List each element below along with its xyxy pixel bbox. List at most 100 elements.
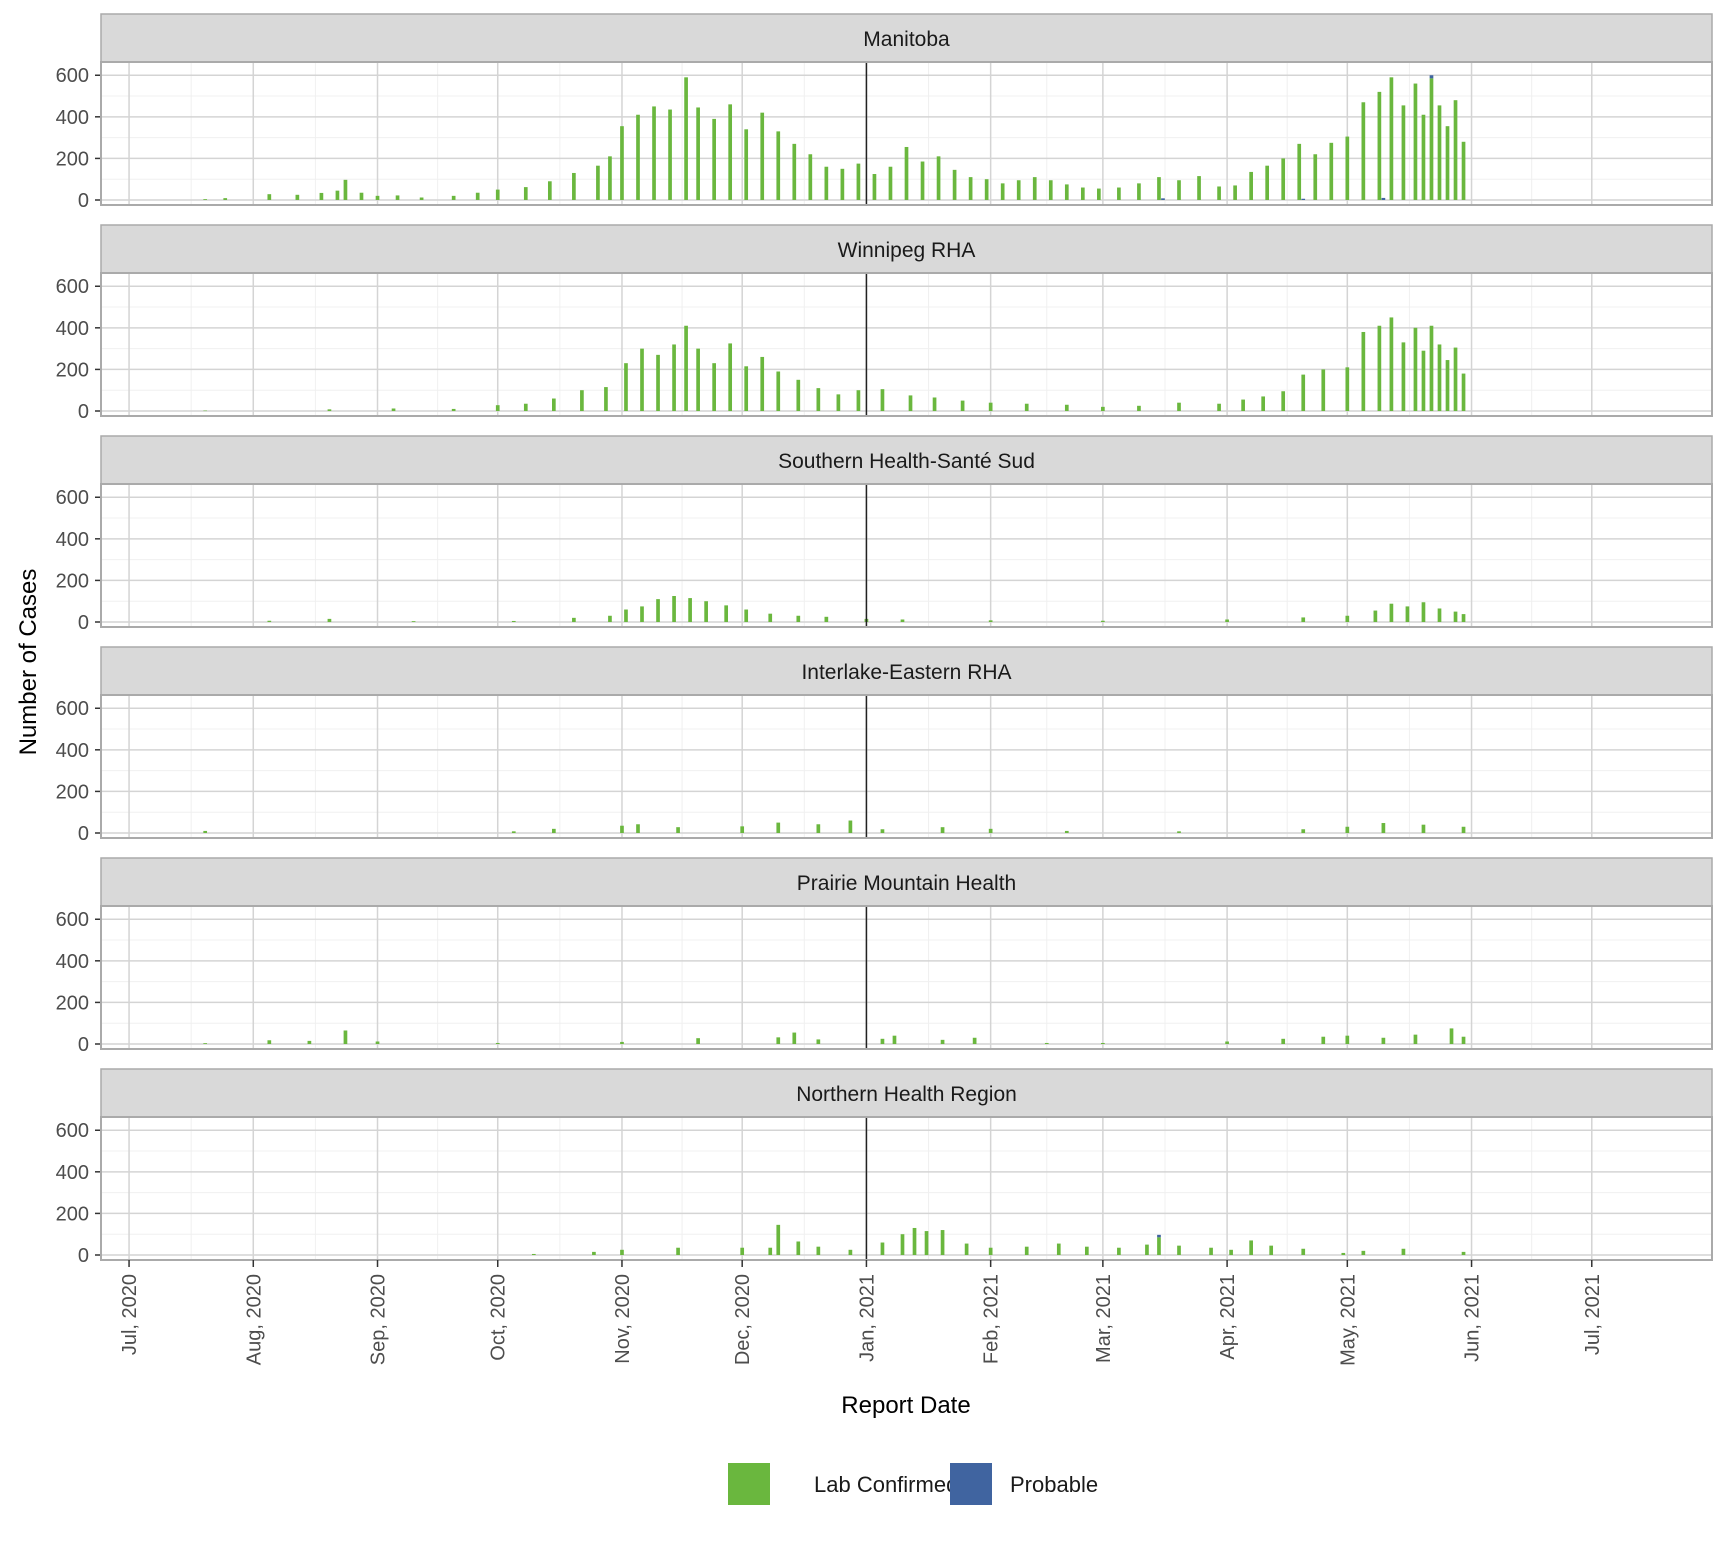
- x-tick-label: Jan, 2021: [856, 1274, 878, 1362]
- bar: [824, 616, 829, 622]
- bar: [712, 363, 716, 411]
- bar: [359, 192, 364, 200]
- bar: [203, 830, 208, 833]
- bar: [816, 388, 821, 411]
- bar: [1413, 1034, 1418, 1044]
- bar: [792, 1032, 797, 1044]
- bar: [1373, 610, 1378, 622]
- y-tick-label: 0: [78, 190, 89, 212]
- bar: [1321, 1036, 1326, 1044]
- bar: [776, 822, 781, 833]
- plot-border: [100, 905, 1713, 1050]
- facet-panel: Manitoba 0 200 400 600: [56, 13, 1713, 212]
- bar: [904, 146, 909, 200]
- bar: [620, 825, 624, 833]
- facet-panels: Manitoba 0 200 400 600 Winnipeg RHA 0 200 400 600…: [56, 13, 1713, 1267]
- bar: [816, 824, 821, 833]
- bar: [1197, 176, 1201, 200]
- y-tick-label: 400: [56, 318, 89, 340]
- bar: [1461, 141, 1466, 200]
- bar: [1281, 158, 1286, 200]
- bar: [880, 829, 885, 833]
- bar: [1225, 1041, 1229, 1044]
- bar: [267, 620, 272, 622]
- bar: [744, 129, 749, 200]
- bar: [1145, 1244, 1149, 1255]
- bar: [1301, 1248, 1306, 1255]
- bar: [640, 606, 644, 622]
- facet-strip: [100, 857, 1713, 907]
- bar: [668, 109, 672, 200]
- bar: [419, 197, 424, 200]
- facet-panel: Southern Health-Santé Sud 0 200 400 600: [56, 435, 1713, 634]
- plot-background: [101, 1117, 1712, 1260]
- bar: [676, 1247, 680, 1255]
- bar: [1461, 1251, 1466, 1255]
- bar: [1209, 1247, 1213, 1255]
- x-tick-label: Apr, 2021: [1217, 1274, 1239, 1360]
- y-tick-label: 600: [56, 698, 89, 720]
- bar: [375, 195, 380, 200]
- bar: [1377, 91, 1382, 200]
- bar: [1137, 405, 1141, 411]
- bar: [295, 194, 300, 200]
- bar: [1084, 1246, 1089, 1255]
- bar: [1265, 165, 1270, 200]
- bar: [704, 601, 708, 622]
- bar: [1281, 391, 1286, 411]
- bar: [776, 1224, 781, 1255]
- x-tick-label: Mar, 2021: [1093, 1274, 1115, 1363]
- bar: [1429, 78, 1434, 200]
- x-tick-label: Jun, 2021: [1462, 1274, 1484, 1362]
- bar: [1249, 171, 1253, 200]
- facet-panel: Northern Health Region 0 200 400 600: [56, 1068, 1713, 1267]
- x-tick-label: Jul, 2021: [1582, 1274, 1604, 1355]
- bar: [1177, 402, 1181, 411]
- bar: [1101, 1042, 1105, 1044]
- bar: [880, 1242, 885, 1255]
- facet-title: Southern Health-Santé Sud: [778, 450, 1035, 473]
- bar: [1345, 367, 1350, 411]
- bar: [792, 143, 797, 200]
- bar: [636, 824, 640, 833]
- bar: [1345, 615, 1350, 622]
- plot-border: [100, 694, 1713, 839]
- bar: [988, 620, 993, 622]
- bar: [988, 402, 993, 411]
- bar: [551, 398, 556, 411]
- x-axis-title: Report Date: [841, 1392, 970, 1419]
- bar: [319, 192, 324, 200]
- bar: [1345, 136, 1350, 200]
- facet-title: Winnipeg RHA: [838, 239, 976, 262]
- plot-border: [100, 483, 1713, 628]
- bar: [203, 199, 208, 200]
- bar: [451, 408, 456, 411]
- bar: [724, 605, 729, 622]
- bar: [1413, 327, 1418, 411]
- bar: [652, 106, 656, 200]
- y-tick-label: 600: [56, 1120, 89, 1142]
- bar: [624, 363, 628, 411]
- bar: [343, 1030, 348, 1044]
- bar: [640, 348, 644, 411]
- bar: [580, 390, 584, 411]
- bar: [940, 1039, 945, 1044]
- y-tick-label: 600: [56, 65, 89, 87]
- y-tick-label: 0: [78, 612, 89, 634]
- bar: [1137, 183, 1141, 200]
- bar: [1217, 403, 1221, 411]
- bar: [1161, 198, 1165, 200]
- y-tick-label: 400: [56, 107, 89, 129]
- bar: [672, 344, 676, 411]
- bar: [1217, 186, 1221, 200]
- bar: [1301, 617, 1306, 622]
- bar: [880, 389, 885, 411]
- bar: [656, 354, 660, 411]
- bar: [620, 126, 624, 200]
- bar: [1241, 399, 1245, 411]
- bar: [924, 1231, 929, 1255]
- bar: [1117, 1247, 1121, 1255]
- bar: [572, 172, 576, 200]
- bar: [1064, 184, 1069, 200]
